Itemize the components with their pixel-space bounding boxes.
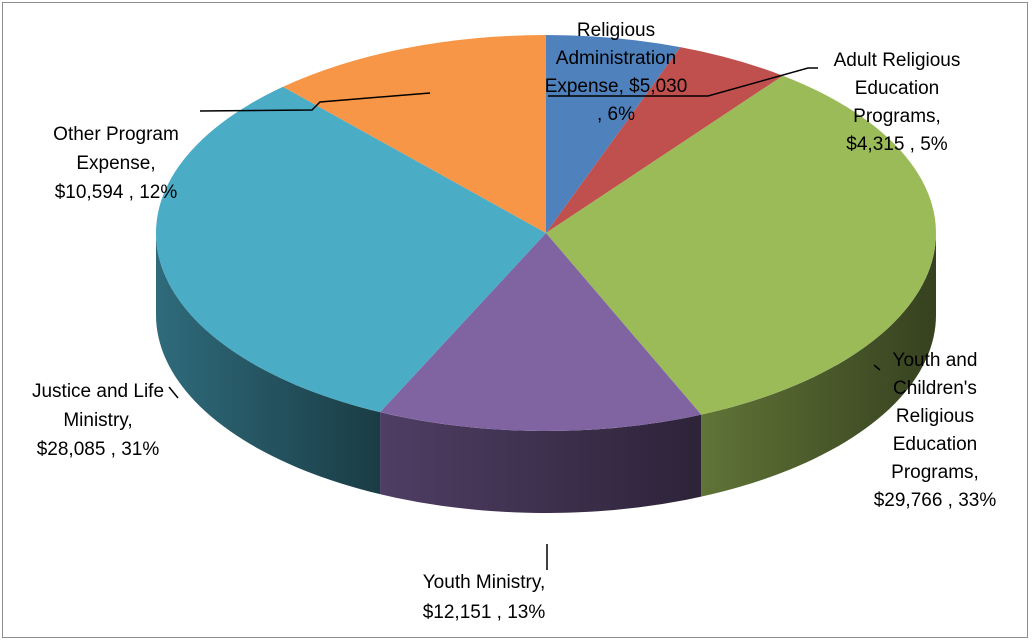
slice-label-line: Youth and <box>893 350 978 371</box>
pie-slice-2 <box>546 75 936 415</box>
leader-line-0 <box>548 67 818 97</box>
slice-label-line: Ministry, <box>63 410 132 431</box>
pie-top-faces <box>155 34 936 431</box>
pie-slice-0 <box>546 35 681 233</box>
slice-label-line: Expense, <box>76 153 155 174</box>
slice-label-line: Religious <box>577 20 655 41</box>
slice-label-line: , 6% <box>597 104 635 125</box>
pie-side-2 <box>701 233 936 497</box>
pie-slice-3 <box>380 233 702 431</box>
slice-label-line: $10,594 , 12% <box>55 182 178 203</box>
slice-labels: Religious Administration Expense, $5,030 , … <box>32 20 996 623</box>
slice-label-0: Religious Administration Expense, $5,030 , … <box>545 20 688 125</box>
leader-line-4 <box>873 364 881 371</box>
pie-slice-4 <box>155 86 547 413</box>
slice-label-3: Youth Ministry, $12,151 , 13% <box>423 572 546 623</box>
slice-label-line: $4,315 , 5% <box>846 134 948 155</box>
slice-label-line: Adult Religious <box>834 50 961 71</box>
slice-label-4: Justice and Life Ministry, $28,085 , 31% <box>32 381 164 460</box>
slice-label-line: Education <box>855 78 940 99</box>
slice-label-line: Administration <box>556 48 676 69</box>
slice-label-line: Religious <box>896 406 974 427</box>
slice-label-5: Other Program Expense, $10,594 , 12% <box>53 124 179 203</box>
leader-lines <box>168 67 881 570</box>
slice-label-line: $29,766 , 33% <box>874 490 997 511</box>
leader-line-1 <box>199 92 431 112</box>
pie-side-walls <box>156 233 936 513</box>
slice-label-line: Expense, $5,030 <box>545 76 688 97</box>
slice-label-line: Other Program <box>53 124 179 145</box>
pie-slice-1 <box>546 47 783 233</box>
slice-label-2: Youth and Children's Religious Education Pro… <box>874 350 997 511</box>
slice-label-line: Youth Ministry, <box>423 572 546 593</box>
slice-label-line: Education <box>893 434 978 455</box>
pie-slice-5 <box>283 34 546 233</box>
pie-side-3 <box>380 412 702 513</box>
slice-label-line: $28,085 , 31% <box>37 439 160 460</box>
slice-label-line: Programs, <box>853 106 941 127</box>
pie-side-4 <box>156 233 381 495</box>
slice-label-line: Programs, <box>891 462 979 483</box>
slice-label-line: $12,151 , 13% <box>423 602 546 623</box>
leader-line-2 <box>168 386 179 399</box>
slice-label-1: Adult Religious Education Programs, $4,315 … <box>834 50 961 155</box>
slice-label-line: Justice and Life <box>32 381 164 402</box>
slice-label-line: Children's <box>893 378 977 399</box>
